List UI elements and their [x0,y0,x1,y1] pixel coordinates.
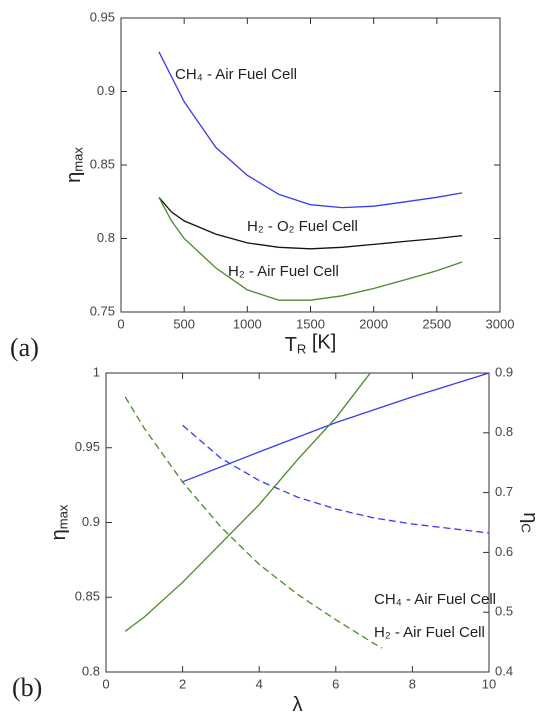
panel-label: (b) [12,673,42,702]
y2-tick-label: 0.8 [495,424,513,439]
x-tick-label: 6 [332,676,339,691]
x-axis-label-unit: [K] [306,332,336,354]
y-tick-label: 0.8 [97,230,115,245]
x-tick-label: 2500 [422,316,451,331]
series-label: CH₄ - Air Fuel Cell [175,66,297,83]
y-axis-label-sub: max [71,147,86,172]
y-tick-label: 0.95 [90,9,115,24]
series-line [158,196,463,250]
y-tick-label: 0.95 [75,439,100,454]
x-axis-label-sub: R [297,342,306,357]
series-label: H₂ - Air Fuel Cell [374,624,485,641]
x-tick-label: 1000 [233,316,262,331]
x-tick-label: 3000 [486,316,515,331]
x-axis-label: TR [K] [285,332,337,357]
y2-tick-label: 0.5 [495,604,513,619]
x-axis-label-main: T [285,334,297,356]
x-tick-label: 8 [409,676,416,691]
series-line [182,424,490,534]
y-tick-label: 0.8 [82,663,100,678]
y-tick-label: 0.85 [90,156,115,171]
y2-tick-label: 0.7 [495,484,513,499]
y-axis-label-main: η [48,529,70,540]
series-label: H₂ - O₂ Fuel Cell [247,218,358,235]
series-line [158,196,463,301]
y-axis-label: ηmax [48,504,71,540]
series-line [182,372,490,483]
y2-axis-label-sub: C [518,523,533,532]
x-tick-label: 10 [482,676,496,691]
series-line [124,396,383,649]
x-axis-label-main: λ [293,694,303,712]
y-tick-label: 0.9 [97,83,115,98]
x-tick-label: 0 [102,676,109,691]
x-tick-label: 500 [173,316,195,331]
x-tick-label: 2 [179,676,186,691]
y2-tick-label: 0.6 [495,544,513,559]
x-tick-label: 0 [117,316,124,331]
series-line [124,372,371,632]
y-tick-label: 0.75 [90,303,115,318]
y2-tick-label: 0.4 [495,663,513,678]
x-axis-label: λ [293,694,303,712]
panel-label: (a) [10,333,39,362]
y-tick-label: 0.9 [82,514,100,529]
y-tick-label: 0.85 [75,589,100,604]
y2-tick-label: 0.9 [495,364,513,379]
y2-axis-label: ηC [518,512,537,533]
y-axis-label-main: η [63,172,85,183]
y2-axis-label-main: η [519,512,537,523]
y-tick-label: 1 [93,364,100,379]
x-tick-label: 4 [256,676,263,691]
series-label: CH₄ - Air Fuel Cell [374,591,496,608]
x-tick-label: 2000 [359,316,388,331]
y-axis-label: ηmax [63,147,86,183]
x-tick-label: 1500 [296,316,325,331]
series-line [158,51,463,209]
y-axis-label-sub: max [56,504,71,529]
series-label: H₂ - Air Fuel Cell [228,263,339,280]
